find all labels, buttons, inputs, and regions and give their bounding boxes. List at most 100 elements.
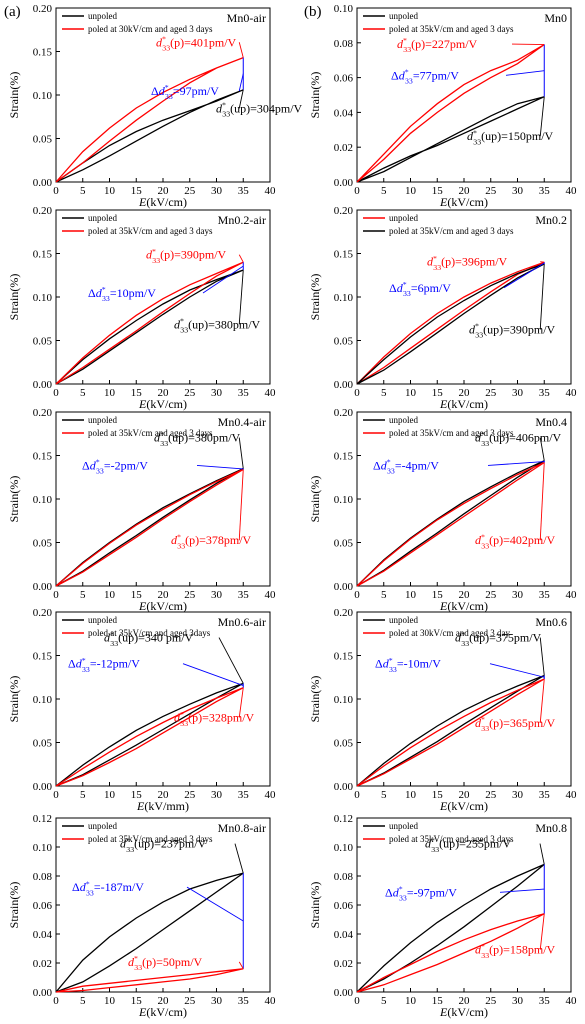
chart-2-x-tick-label: 35 (539, 185, 551, 197)
chart-5-x-tick-label: 10 (104, 589, 116, 601)
chart-3-y-tick-label: 0.05 (33, 336, 53, 348)
chart-3-x-tick-label: 40 (265, 387, 277, 399)
chart-7-x-tick-label: 25 (184, 789, 196, 801)
chart-5-x-tick-label: 25 (184, 589, 196, 601)
chart-5-annotation-3: d* 33(p)=378pm/V (171, 532, 252, 550)
chart-9-y-tick-label: 0.08 (33, 871, 53, 883)
chart-6-title: Mn0.4 (535, 415, 567, 429)
chart-9-y-tick-label: 0.06 (33, 900, 53, 912)
chart-4-annotation-3: d* 33(up)=390pm/V (469, 322, 556, 340)
chart-8-x-tick-label: 20 (459, 789, 471, 801)
chart-3-annotation-leader (238, 254, 244, 263)
chart-3-y-tick-label: 0.00 (33, 379, 53, 391)
chart-3-y-axis-title: Strain(%) (7, 274, 21, 321)
chart-8-x-tick-label: 35 (539, 789, 551, 801)
chart-5-y-axis-title: Strain(%) (7, 476, 21, 523)
chart-9-x-tick-label: 5 (80, 995, 86, 1007)
chart-2-x-tick-label: 15 (432, 185, 444, 197)
chart-3-x-tick-label: 5 (80, 387, 86, 399)
chart-7-y-tick-label: 0.00 (33, 781, 53, 793)
chart-5-legend-label: unpoled (88, 415, 117, 425)
chart-10-title: Mn0.8 (535, 821, 567, 835)
chart-7-x-tick-label: 15 (131, 789, 143, 801)
chart-1-y-tick-label: 0.10 (33, 90, 53, 102)
chart-6-x-tick-label: 20 (459, 589, 471, 601)
chart-6-x-tick-label: 40 (566, 589, 578, 601)
chart-1-x-tick-label: 40 (265, 185, 277, 197)
chart-10-y-tick-label: 0.00 (334, 987, 354, 999)
chart-10-x-tick-label: 25 (485, 995, 497, 1007)
chart-4-x-tick-label: 20 (459, 387, 471, 399)
chart-10-y-tick-label: 0.10 (334, 842, 354, 854)
chart-10-y-tick-label: 0.02 (334, 958, 353, 970)
chart-4-y-axis-title: Strain(%) (308, 274, 322, 321)
chart-2-y-tick-label: 0.02 (334, 142, 353, 154)
chart-10-x-tick-label: 5 (381, 995, 387, 1007)
chart-6-series-line-1 (356, 460, 545, 587)
chart-3-annotation-3: d* 33(up)=380pm/V (174, 317, 261, 335)
chart-3-annotation-1: d* 33(p)=390pm/V (146, 247, 227, 265)
chart-5-x-tick-label: 5 (80, 589, 86, 601)
chart-10-y-tick-label: 0.04 (334, 929, 354, 941)
chart-4-x-tick-label: 40 (566, 387, 578, 399)
chart-7-x-tick-label: 10 (104, 789, 116, 801)
chart-10-x-tick-label: 10 (405, 995, 417, 1007)
chart-4-x-tick-label: 30 (512, 387, 524, 399)
chart-4-y-tick-label: 0.10 (334, 292, 354, 304)
chart-8-annotation-1: d* 33(up)=375pm/V (455, 630, 542, 648)
chart-8-y-tick-label: 0.00 (334, 781, 354, 793)
chart-9-x-axis-title: E(kV/cm) (138, 1005, 187, 1019)
chart-4-annotation-leader (539, 263, 545, 330)
chart-4-legend-label: unpoled (389, 213, 418, 223)
chart-5-series-line-2 (55, 468, 244, 587)
chart-8-x-tick-label: 5 (381, 789, 387, 801)
chart-3-annotation-leader (238, 269, 244, 325)
chart-5-annotation-leader (196, 464, 244, 470)
chart-3-legend-label: unpoled (88, 213, 117, 223)
chart-4-title: Mn0.2 (535, 213, 567, 227)
chart-8-annotation-leader (489, 663, 545, 678)
chart-6-y-tick-label: 0.05 (334, 538, 354, 550)
chart-6-annotation-3: d* 33(p)=402pm/V (475, 532, 556, 550)
chart-6-x-tick-label: 35 (539, 589, 551, 601)
chart-7-annotation-3: d* 33(p)=328pm/V (174, 710, 255, 728)
chart-8-annotation-2: Δd* 33=-10m/V (375, 656, 441, 674)
chart-9-y-tick-label: 0.00 (33, 987, 53, 999)
chart-5-y-tick-label: 0.15 (33, 451, 53, 463)
chart-2-y-tick-label: 0.10 (334, 3, 354, 15)
chart-1-x-tick-label: 25 (184, 185, 196, 197)
chart-8-y-tick-label: 0.20 (334, 607, 354, 619)
chart-6-annotation-leader (539, 462, 545, 541)
chart-1-title: Mn0-air (227, 11, 266, 25)
chart-8-y-tick-label: 0.05 (334, 738, 354, 750)
chart-8-x-axis-title: E(kV/cm) (439, 799, 488, 813)
chart-1-x-tick-label: 10 (104, 185, 116, 197)
chart-8-x-tick-label: 40 (566, 789, 578, 801)
chart-3-x-axis-title: E(kV/cm) (138, 397, 187, 411)
chart-6-x-tick-label: 30 (512, 589, 524, 601)
chart-2-annotation-2: Δd* 33=77pm/V (391, 68, 459, 86)
chart-5-x-axis-title: E(kV/cm) (138, 599, 187, 613)
chart-6-y-tick-label: 0.00 (334, 581, 354, 593)
chart-4-legend-label: poled at 35kV/cm and aged 3 days (389, 226, 514, 236)
chart-9-annotation-3: d* 33(p)=50pm/V (128, 954, 203, 972)
chart-2-x-tick-label: 20 (459, 185, 471, 197)
chart-10-legend-label: unpoled (389, 821, 418, 831)
chart-4-annotation-leader (503, 262, 545, 289)
chart-4-y-tick-label: 0.05 (334, 336, 354, 348)
chart-7-legend-label: unpoled (88, 615, 117, 625)
chart-3-y-tick-label: 0.15 (33, 249, 53, 261)
chart-2-annotation-leader (539, 96, 545, 137)
chart-10-x-tick-label: 40 (566, 995, 578, 1007)
chart-1-y-tick-label: 0.15 (33, 47, 53, 59)
chart-8-x-tick-label: 15 (432, 789, 444, 801)
chart-2-title: Mn0 (544, 11, 567, 25)
chart-1-x-axis-title: E(kV/cm) (138, 195, 187, 209)
chart-8-annotation-leader (539, 637, 545, 676)
chart-5-y-tick-label: 0.10 (33, 494, 53, 506)
chart-10-annotation-3: d* 33(p)=158pm/V (475, 942, 556, 960)
chart-2-y-tick-label: 0.06 (334, 73, 354, 85)
chart-10-y-tick-label: 0.08 (334, 871, 354, 883)
chart-1-annotation-leader (238, 89, 244, 109)
chart-2-x-tick-label: 0 (354, 185, 360, 197)
